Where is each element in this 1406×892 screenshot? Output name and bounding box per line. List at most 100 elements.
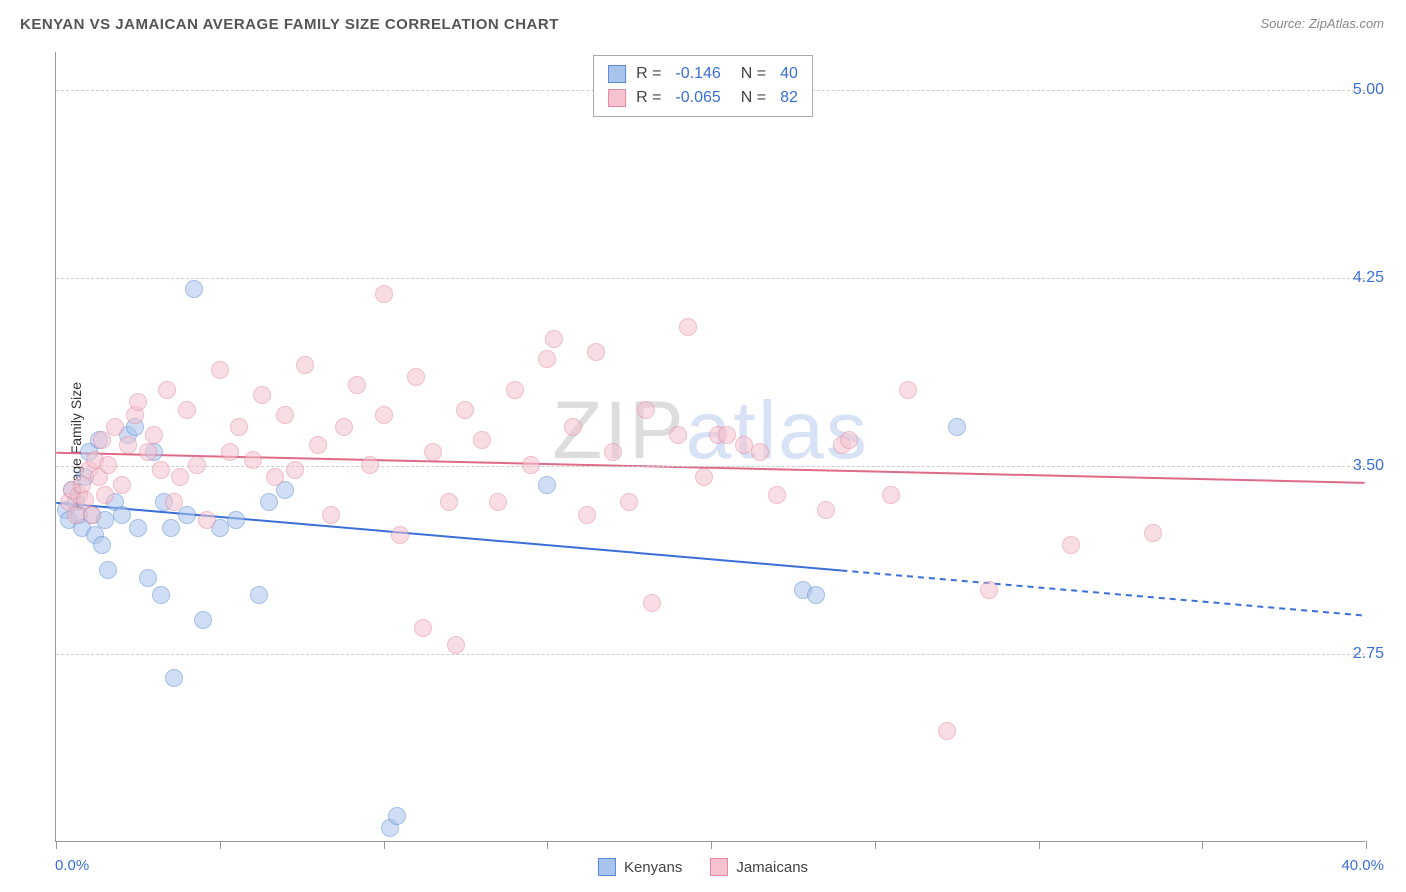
scatter-point	[309, 436, 327, 454]
chart-title: KENYAN VS JAMAICAN AVERAGE FAMILY SIZE C…	[20, 16, 559, 33]
scatter-point	[250, 586, 268, 604]
legend-row-jamaicans: R = -0.065 N = 82	[608, 86, 798, 110]
legend-item-jamaicans: Jamaicans	[710, 858, 808, 876]
trend-line	[56, 503, 841, 571]
scatter-point	[152, 586, 170, 604]
x-tick	[547, 841, 548, 849]
source-attribution: Source: ZipAtlas.com	[1260, 16, 1384, 31]
n-value-kenyans: 40	[780, 62, 798, 86]
scatter-point	[211, 361, 229, 379]
scatter-point	[145, 426, 163, 444]
scatter-point	[620, 493, 638, 511]
scatter-point	[266, 468, 284, 486]
scatter-point	[99, 561, 117, 579]
scatter-point	[840, 431, 858, 449]
r-value-kenyans: -0.146	[675, 62, 720, 86]
scatter-point	[456, 401, 474, 419]
grid-line	[56, 654, 1365, 655]
scatter-point	[361, 456, 379, 474]
chart-container: KENYAN VS JAMAICAN AVERAGE FAMILY SIZE C…	[0, 0, 1406, 892]
scatter-point	[637, 401, 655, 419]
scatter-point	[129, 393, 147, 411]
scatter-point	[253, 386, 271, 404]
scatter-point	[198, 511, 216, 529]
scatter-point	[980, 581, 998, 599]
scatter-point	[276, 406, 294, 424]
scatter-point	[106, 418, 124, 436]
scatter-point	[152, 461, 170, 479]
scatter-point	[188, 456, 206, 474]
scatter-point	[643, 594, 661, 612]
plot-area: ZIPatlas	[55, 52, 1365, 842]
scatter-point	[882, 486, 900, 504]
scatter-point	[375, 285, 393, 303]
swatch-kenyans	[608, 65, 626, 83]
scatter-point	[604, 443, 622, 461]
scatter-point	[286, 461, 304, 479]
scatter-point	[162, 519, 180, 537]
r-label: R =	[636, 86, 661, 110]
scatter-point	[735, 436, 753, 454]
scatter-point	[335, 418, 353, 436]
scatter-point	[348, 376, 366, 394]
scatter-point	[388, 807, 406, 825]
scatter-point	[227, 511, 245, 529]
x-tick	[1202, 841, 1203, 849]
trend-line	[841, 570, 1364, 615]
n-label: N =	[741, 86, 766, 110]
r-label: R =	[636, 62, 661, 86]
swatch-jamaicans	[608, 89, 626, 107]
x-tick	[875, 841, 876, 849]
legend-item-kenyans: Kenyans	[598, 858, 682, 876]
legend-label-jamaicans: Jamaicans	[736, 859, 808, 876]
scatter-point	[99, 456, 117, 474]
scatter-point	[113, 476, 131, 494]
scatter-point	[768, 486, 786, 504]
scatter-point	[221, 443, 239, 461]
r-value-jamaicans: -0.065	[675, 86, 720, 110]
legend-row-kenyans: R = -0.146 N = 40	[608, 62, 798, 86]
scatter-point	[1144, 524, 1162, 542]
scatter-point	[67, 506, 85, 524]
grid-line	[56, 278, 1365, 279]
scatter-point	[178, 506, 196, 524]
series-legend: Kenyans Jamaicans	[598, 858, 808, 876]
scatter-point	[158, 381, 176, 399]
scatter-point	[695, 468, 713, 486]
scatter-point	[296, 356, 314, 374]
scatter-point	[391, 526, 409, 544]
scatter-point	[564, 418, 582, 436]
n-label: N =	[741, 62, 766, 86]
x-tick	[220, 841, 221, 849]
x-axis-min-label: 0.0%	[55, 857, 89, 874]
scatter-point	[1062, 536, 1080, 554]
scatter-point	[587, 343, 605, 361]
scatter-point	[538, 476, 556, 494]
scatter-point	[506, 381, 524, 399]
legend-label-kenyans: Kenyans	[624, 859, 682, 876]
scatter-point	[522, 456, 540, 474]
scatter-point	[807, 586, 825, 604]
scatter-point	[139, 569, 157, 587]
scatter-point	[322, 506, 340, 524]
scatter-point	[139, 443, 157, 461]
x-tick	[384, 841, 385, 849]
trend-lines-layer	[56, 52, 1365, 841]
scatter-point	[751, 443, 769, 461]
swatch-kenyans	[598, 858, 616, 876]
x-tick	[1366, 841, 1367, 849]
scatter-point	[440, 493, 458, 511]
x-tick	[1039, 841, 1040, 849]
scatter-point	[948, 418, 966, 436]
scatter-point	[96, 486, 114, 504]
scatter-point	[165, 669, 183, 687]
x-tick	[56, 841, 57, 849]
scatter-point	[578, 506, 596, 524]
y-tick-label: 4.25	[1353, 269, 1384, 287]
scatter-point	[538, 350, 556, 368]
x-tick	[711, 841, 712, 849]
scatter-point	[244, 451, 262, 469]
y-tick-label: 2.75	[1353, 645, 1384, 663]
scatter-point	[230, 418, 248, 436]
x-axis-max-label: 40.0%	[1341, 857, 1384, 874]
